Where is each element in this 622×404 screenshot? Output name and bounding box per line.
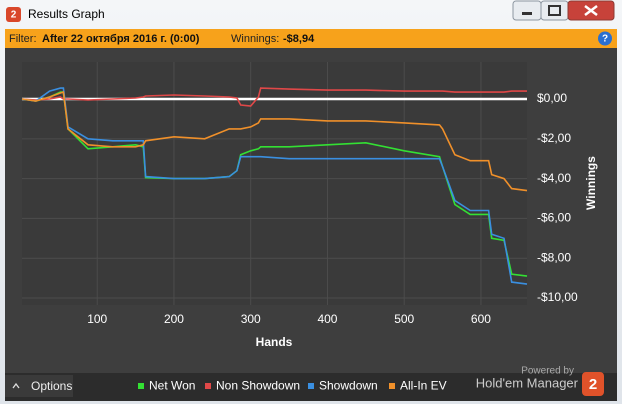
maximize-button[interactable] — [540, 0, 569, 21]
plot-area — [22, 62, 527, 305]
x-tick-label: 300 — [241, 312, 261, 326]
minimize-button[interactable] — [512, 0, 542, 21]
app-icon — [6, 7, 21, 22]
legend-label: Showdown — [319, 379, 378, 393]
close-icon — [584, 5, 598, 16]
series-line — [21, 91, 528, 192]
y-tick-label: -$6,00 — [537, 211, 571, 225]
legend-swatch — [205, 383, 211, 389]
maximize-icon — [548, 5, 561, 16]
filter-label: Filter: — [9, 33, 37, 45]
x-tick-label: 600 — [471, 312, 491, 326]
x-tick-label: 400 — [317, 312, 337, 326]
x-tick-label: 200 — [164, 312, 184, 326]
legend-swatch — [308, 383, 314, 389]
legend-swatch — [389, 383, 395, 389]
x-tick-label: 100 — [87, 312, 107, 326]
options-arrow — [12, 382, 20, 389]
winnings-label: Winnings: — [231, 33, 279, 45]
x-axis-title: Hands — [256, 335, 293, 349]
window-title: Results Graph — [28, 7, 105, 21]
y-tick-label: -$4,00 — [537, 171, 571, 185]
options-text: Options — [31, 379, 72, 393]
x-tick-label: 500 — [394, 312, 414, 326]
brand: Hold'em Manager — [476, 375, 579, 390]
y-tick-label: -$8,00 — [537, 250, 571, 264]
filter-bar — [5, 29, 617, 48]
y-tick-label: $0,00 — [537, 91, 567, 105]
series-line — [21, 87, 528, 285]
help-icon: ? — [602, 34, 608, 45]
help-button[interactable] — [598, 31, 612, 46]
options-button[interactable] — [5, 375, 73, 397]
y-tick-label: -$2,00 — [537, 131, 571, 145]
brand-logo — [582, 372, 604, 396]
legend-swatch — [138, 383, 144, 389]
minimize-icon — [522, 12, 532, 15]
filter-text: After 22 октября 2016 г. (0:00) — [42, 33, 200, 45]
legend-label: Net Won — [149, 379, 195, 393]
legend-label: Non Showdown — [216, 379, 300, 393]
powered-by: Powered by — [521, 366, 574, 377]
series-line — [21, 87, 527, 107]
app-icon-text: 2 — [11, 10, 17, 21]
brand-logo-text: 2 — [589, 376, 597, 393]
y-axis-title: Winnings — [584, 156, 598, 210]
y-tick-label: -$10,00 — [537, 290, 578, 304]
winnings-value: -$8,94 — [283, 33, 315, 45]
window-controls[interactable] — [512, 0, 615, 21]
legend-label: All-In EV — [400, 379, 447, 393]
